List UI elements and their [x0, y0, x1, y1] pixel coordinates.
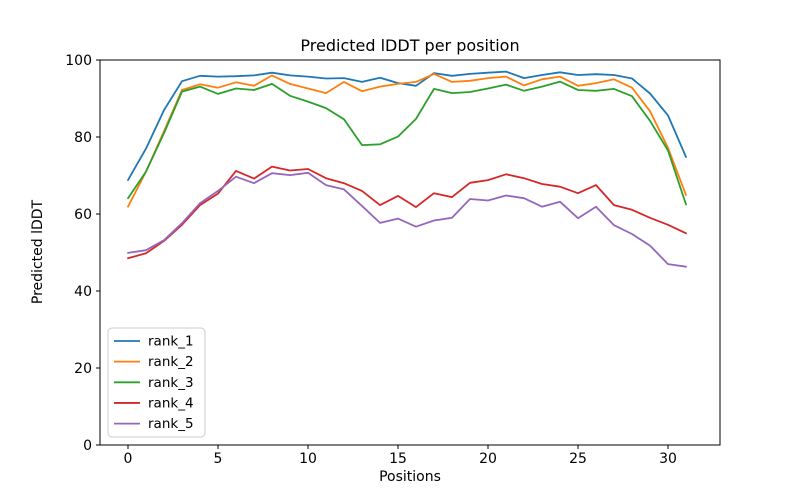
legend-box	[107, 327, 206, 438]
series-line-rank_3	[127, 80, 687, 206]
plot-frame	[99, 59, 721, 446]
x-tick-label: 25	[569, 451, 587, 467]
y-tick-label: 20	[74, 361, 92, 377]
series-line-rank_1	[127, 70, 687, 182]
series-line-rank_4	[127, 165, 687, 260]
y-tick-label: 40	[74, 284, 92, 300]
y-tick-label: 60	[74, 207, 92, 223]
x-tick-label: 5	[214, 451, 223, 467]
legend-label-rank_2: rank_2	[148, 354, 194, 370]
y-axis-label: Predicted lDDT	[30, 199, 46, 304]
legend-label-rank_4: rank_4	[148, 395, 194, 411]
axes-group: 0 5 10 15 20 25 30 0 20 40 60 80 100	[65, 53, 721, 467]
legend-label-rank_1: rank_1	[148, 334, 194, 350]
y-tick-label: 0	[83, 438, 92, 454]
x-axis-label: Positions	[379, 469, 441, 485]
legend-label-rank_3: rank_3	[148, 375, 194, 391]
x-tick-label: 15	[389, 451, 407, 467]
series-lines-group	[127, 70, 687, 268]
series-line-rank_2	[127, 73, 687, 208]
series-line-rank_5	[127, 171, 687, 268]
y-tick-label: 80	[74, 130, 92, 146]
legend-label-rank_5: rank_5	[148, 416, 194, 432]
legend: rank_1 rank_2 rank_3 rank_4 rank_5	[107, 327, 206, 438]
x-tick-label: 20	[479, 451, 497, 467]
plot-title: Predicted lDDT per position	[300, 36, 519, 55]
y-tick-label: 100	[65, 53, 92, 69]
x-tick-label: 0	[124, 451, 133, 467]
x-tick-label: 30	[659, 451, 677, 467]
x-tick-label: 10	[299, 451, 317, 467]
